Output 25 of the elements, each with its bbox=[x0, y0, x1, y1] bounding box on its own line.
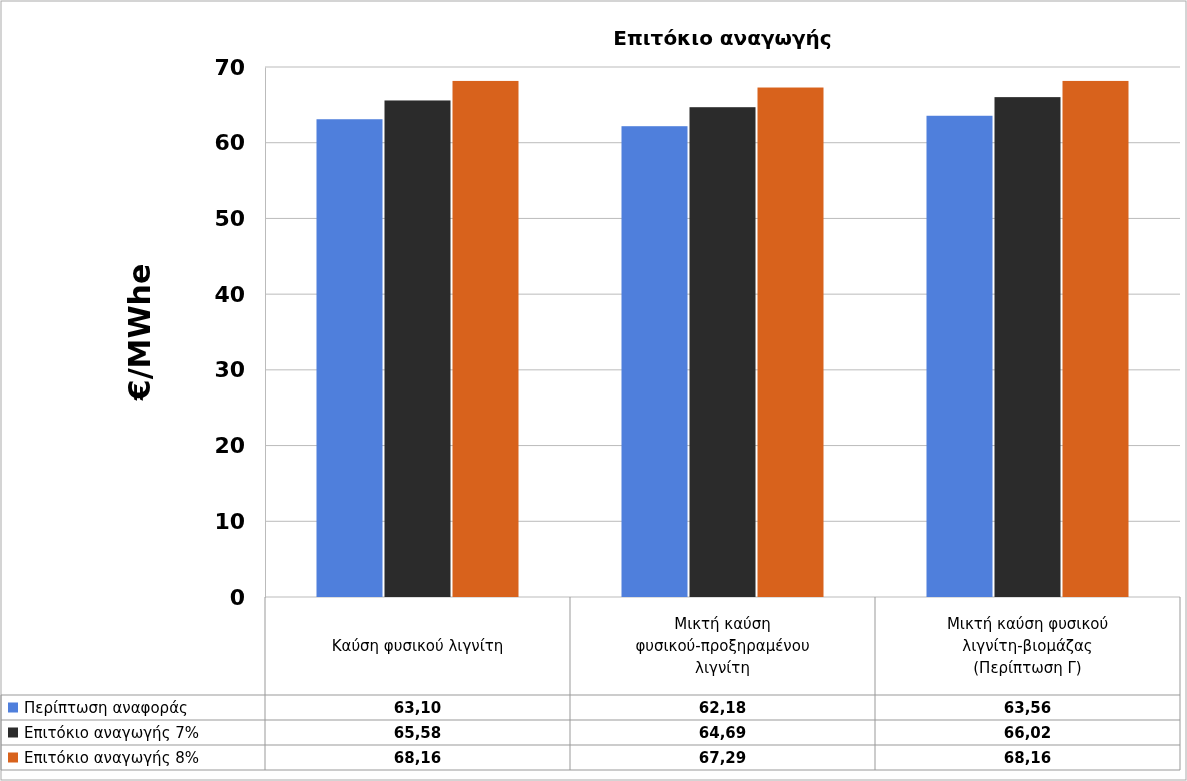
data-label: 65,58 bbox=[393, 723, 442, 742]
legend-label: Επιτόκιο αναγωγής 8% bbox=[24, 748, 199, 767]
y-tick-label: 20 bbox=[214, 433, 245, 459]
data-label: 68,16 bbox=[393, 748, 442, 767]
legend-label: Περίπτωση αναφοράς bbox=[24, 698, 188, 717]
y-tick-label: 0 bbox=[229, 584, 245, 610]
y-tick-label: 50 bbox=[214, 205, 245, 231]
data-label: 63,56 bbox=[1003, 698, 1052, 717]
x-tick-label: Μικτή καύση φυσικού-προξηραμένου λιγνίτη bbox=[635, 615, 810, 677]
data-label: 68,16 bbox=[1003, 748, 1052, 767]
y-tick-label: 40 bbox=[214, 281, 245, 307]
y-tick-label: 70 bbox=[214, 54, 245, 80]
data-label: 66,02 bbox=[1003, 723, 1052, 742]
x-tick-label: Μικτή καύση φυσικού λιγνίτη-βιομάζας (Περίπτωση Γ) bbox=[946, 615, 1109, 677]
y-tick-label: 10 bbox=[214, 508, 245, 534]
x-tick-label: Καύση φυσικού λιγνίτη bbox=[331, 637, 504, 655]
data-label: 67,29 bbox=[698, 748, 747, 767]
y-tick-label: 60 bbox=[214, 130, 245, 156]
y-axis-title: €/MWhe bbox=[122, 263, 157, 402]
y-tick-label: 30 bbox=[214, 357, 245, 383]
chart-title: Επιτόκιο αναγωγής bbox=[613, 26, 832, 50]
legend-label: Επιτόκιο αναγωγής 7% bbox=[24, 723, 199, 742]
data-label: 64,69 bbox=[698, 723, 747, 742]
data-label: 62,18 bbox=[698, 698, 747, 717]
data-label: 63,10 bbox=[393, 698, 442, 717]
